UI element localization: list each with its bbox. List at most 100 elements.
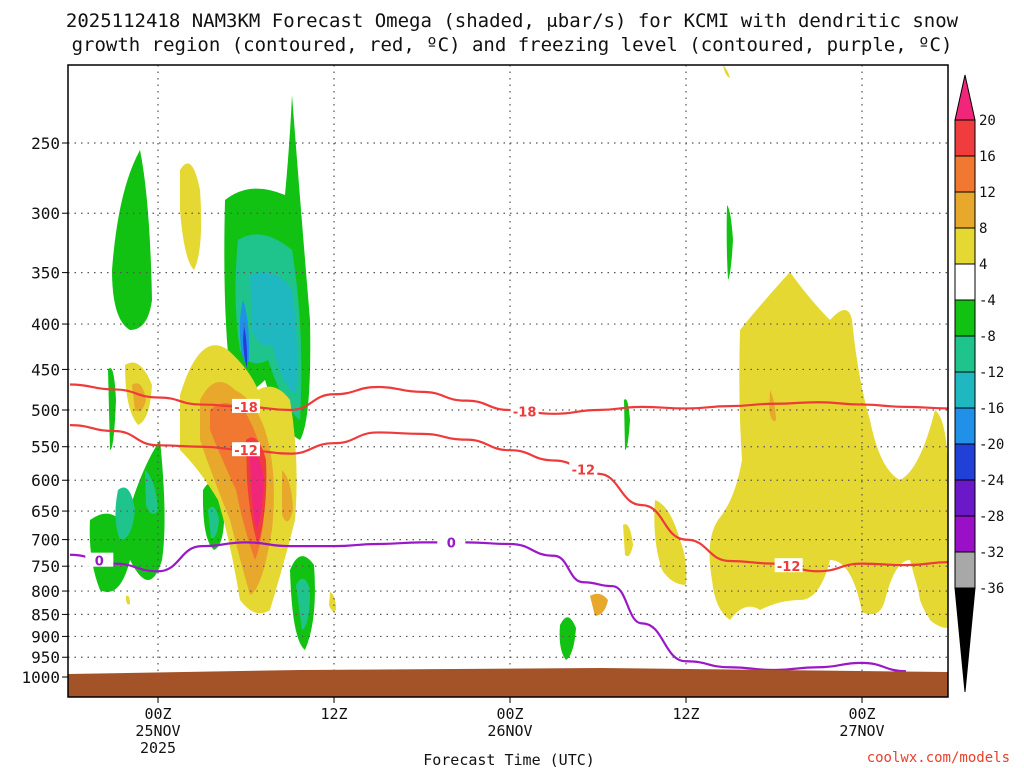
y-tick-label: 450 — [31, 360, 60, 379]
omega-shading — [89, 65, 948, 660]
y-tick-label: 1000 — [21, 668, 60, 687]
y-tick-label: 400 — [31, 315, 60, 334]
chart-title-line2: growth region (contoured, red, ºC) and f… — [72, 34, 953, 56]
colorbar-label: -28 — [979, 509, 1004, 525]
contour-label: -18 — [513, 405, 537, 420]
contour-label-bg — [774, 558, 803, 573]
omega-region-cyan — [250, 272, 298, 395]
contour-label: -12 — [234, 444, 258, 459]
omega-region-green — [559, 617, 576, 660]
x-tick-label: 00Z — [496, 705, 523, 723]
omega-region-teal — [296, 578, 310, 630]
y-axis: 250 300 350 400 450 500 550 600 650 700 750 800 850 9… — [21, 134, 68, 687]
contour-label: 0 — [447, 536, 456, 551]
contour-lines: -18 -18 -12 -12 -12 0 0 — [69, 383, 948, 673]
y-tick-label: 550 — [31, 438, 60, 457]
contour-label-bg — [437, 534, 466, 549]
contour-line — [69, 383, 948, 415]
x-tick-label: 12Z — [672, 705, 699, 723]
colorbar-swatch — [954, 407, 976, 445]
y-tick-label: 600 — [31, 471, 60, 490]
omega-region-yellow — [180, 163, 202, 270]
contour-label-bg — [510, 403, 539, 418]
omega-region-orange — [590, 593, 608, 616]
colorbar-swatch — [954, 299, 976, 337]
y-tick-label: 500 — [31, 401, 60, 420]
colorbar-label: 12 — [979, 185, 996, 201]
omega-region-darkblue — [243, 325, 248, 368]
contour-label-bg — [85, 552, 114, 567]
colorbar-swatch — [954, 443, 976, 481]
omega-region-teal — [208, 506, 219, 539]
y-tick-label: 300 — [31, 204, 60, 223]
chart-title-line1: 2025112418 NAM3KM Forecast Omega (shaded… — [66, 10, 959, 32]
contour-label: -18 — [234, 401, 258, 416]
contour-label-bg — [232, 442, 260, 457]
omega-region-orange — [769, 390, 776, 422]
colorbar-label: 20 — [979, 113, 996, 129]
colorbar-swatch — [954, 371, 976, 409]
contour-label: 0 — [95, 555, 104, 570]
contour-label: -12 — [777, 560, 801, 575]
ground-surface — [68, 668, 948, 697]
colorbar-label: -20 — [979, 437, 1004, 453]
colorbar-label: 16 — [979, 149, 996, 165]
colorbar-label: -24 — [979, 473, 1004, 489]
contour-label-bg — [569, 461, 598, 476]
colorbar-swatch — [954, 335, 976, 373]
colorbar-label: -32 — [979, 545, 1004, 561]
x-tick-label: 2025 — [140, 739, 176, 757]
colorbar-label: -4 — [979, 293, 996, 309]
omega-region-green — [112, 150, 152, 330]
x-axis-label: Forecast Time (UTC) — [423, 751, 595, 768]
omega-region-magenta — [250, 454, 264, 530]
y-tick-label: 800 — [31, 582, 60, 601]
x-tick-label: 25NOV — [135, 722, 180, 740]
colorbar-swatch — [954, 191, 976, 229]
gridlines — [68, 65, 948, 697]
omega-region-yellow — [723, 65, 730, 78]
colorbar-swatch — [954, 551, 976, 589]
colorbar-label: -12 — [979, 365, 1004, 381]
y-tick-label: 350 — [31, 264, 60, 283]
colorbar-swatch — [954, 155, 976, 193]
colorbar-top-arrow — [954, 74, 976, 121]
contour-label: -12 — [572, 463, 596, 478]
y-tick-label: 950 — [31, 648, 60, 667]
omega-region-yellow — [915, 520, 948, 628]
y-tick-label: 750 — [31, 557, 60, 576]
watermark: coolwx.com/models — [867, 750, 1010, 766]
x-tick-label: 26NOV — [487, 722, 532, 740]
x-tick-label: 12Z — [320, 705, 347, 723]
y-tick-label: 700 — [31, 531, 60, 550]
omega-region-orange — [132, 383, 146, 412]
omega-region-yellow — [709, 272, 948, 625]
x-tick-label: 27NOV — [839, 722, 884, 740]
contour-label-bg — [232, 398, 260, 413]
y-tick-label: 650 — [31, 502, 60, 521]
omega-region-teal — [145, 470, 158, 514]
colorbar-swatch — [954, 263, 976, 301]
omega-region-green — [624, 399, 630, 450]
colorbar-label: 8 — [979, 221, 987, 237]
y-tick-label: 850 — [31, 605, 60, 624]
omega-region-orange — [282, 470, 293, 522]
omega-region-green — [726, 205, 733, 280]
plot-frame — [67, 64, 949, 698]
omega-region-yellow — [329, 592, 336, 612]
colorbar-label: 4 — [979, 257, 987, 273]
colorbar-label: -8 — [979, 329, 996, 345]
x-tick-label: 00Z — [144, 705, 171, 723]
omega-region-yellow — [126, 595, 130, 605]
colorbar-swatch — [954, 479, 976, 517]
y-tick-label: 250 — [31, 134, 60, 153]
colorbar-swatch — [954, 119, 976, 157]
colorbar: 20 16 12 8 4 -4 -8 -12 -16 -20 -24 -28 -32 -36 — [954, 74, 1004, 693]
colorbar-label: -36 — [979, 581, 1004, 597]
colorbar-swatch — [954, 227, 976, 265]
colorbar-bottom-arrow — [954, 587, 976, 693]
y-tick-label: 900 — [31, 627, 60, 646]
colorbar-label: -16 — [979, 401, 1004, 417]
